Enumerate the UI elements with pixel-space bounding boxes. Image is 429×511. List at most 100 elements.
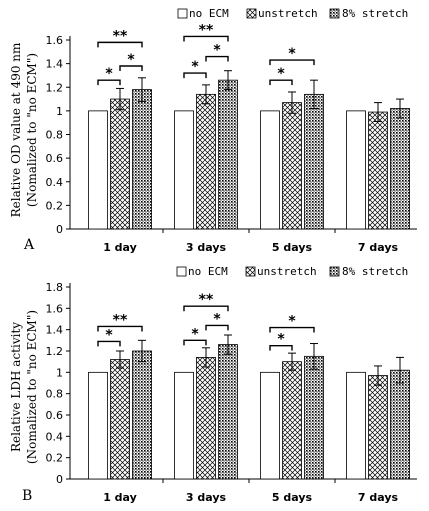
bar <box>390 108 410 230</box>
y-tick-label: 0.2 <box>46 199 64 212</box>
bar <box>304 355 324 480</box>
significance-bracket <box>269 79 293 86</box>
bar <box>88 371 108 480</box>
x-tick-label: 3 days <box>186 241 227 254</box>
bar <box>282 361 302 480</box>
legend: no ECM unstretch 8% stretch <box>177 7 408 20</box>
legend-swatch-8pct-stretch <box>329 266 340 277</box>
y-tick-label: 0.8 <box>46 388 64 401</box>
y-tick-label: 1 <box>56 366 63 379</box>
bar <box>110 359 130 480</box>
y-tick-label: 0 <box>56 223 63 236</box>
y-axis-label-line1: Relative LDH activity <box>9 322 23 452</box>
significance-label: * <box>288 46 296 62</box>
significance-label: * <box>191 59 199 75</box>
bar <box>196 93 216 230</box>
bar <box>174 110 194 230</box>
legend-swatch-unstretch <box>245 266 256 277</box>
significance-bracket <box>183 305 229 312</box>
bar <box>260 371 280 480</box>
chart-panel-a: no ECM unstretch 8% stretch Relative OD … <box>9 7 417 254</box>
significance-bracket <box>119 65 143 71</box>
bar <box>218 79 238 230</box>
legend-swatch-no-ecm <box>177 8 188 19</box>
significance-bracket <box>97 41 143 48</box>
bar <box>132 89 152 230</box>
significance-bracket <box>97 325 143 332</box>
significance-label: * <box>191 326 199 342</box>
significance-bracket <box>183 35 229 42</box>
bar <box>196 356 216 480</box>
significance-label: * <box>277 66 285 82</box>
bar <box>390 369 410 480</box>
significance-label: * <box>105 327 113 343</box>
legend-swatch-8pct-stretch <box>329 8 340 19</box>
y-tick-label: 0.4 <box>46 430 64 443</box>
significance-bracket <box>183 72 207 79</box>
significance-bracket <box>205 324 229 331</box>
significance-label: ** <box>199 292 214 308</box>
y-axis-label-line1: Relative OD value at 490 nm <box>9 42 23 217</box>
bar <box>132 350 152 480</box>
x-tick-label: 5 days <box>272 241 313 254</box>
y-tick-label: 1.4 <box>46 58 64 71</box>
legend-label-8pct-stretch: 8% stretch <box>342 7 408 20</box>
significance-label: * <box>105 66 113 82</box>
x-tick-label: 1 day <box>103 241 137 254</box>
y-tick-label: 1.6 <box>46 302 64 315</box>
legend-label-no-ecm: no ECM <box>189 7 229 20</box>
significance-label: * <box>127 52 135 68</box>
legend-swatch-no-ecm <box>176 266 187 277</box>
y-tick-label: 0 <box>56 473 63 486</box>
y-tick-label: 1.2 <box>46 345 64 358</box>
legend-label-unstretch: unstretch <box>258 7 318 20</box>
legend-label-unstretch: unstretch <box>257 265 317 278</box>
significance-label: ** <box>199 22 214 38</box>
significance-label: ** <box>113 312 128 328</box>
x-tick-label: 1 day <box>103 491 137 504</box>
chart-panel-b: no ECM unstretch 8% stretch Relative LDH… <box>9 265 417 504</box>
bar <box>346 110 366 230</box>
y-tick-label: 1.8 <box>46 281 64 294</box>
bar <box>260 110 280 230</box>
y-tick-label: 1 <box>56 105 63 118</box>
bar <box>346 371 366 480</box>
y-tick-label: 0.8 <box>46 129 64 142</box>
legend-label-8pct-stretch: 8% stretch <box>342 265 408 278</box>
significance-label: * <box>213 43 221 59</box>
bar <box>368 111 388 230</box>
panel-label: A <box>23 237 35 253</box>
y-tick-label: 0.2 <box>46 452 64 465</box>
legend-label-no-ecm: no ECM <box>188 265 228 278</box>
significance-bracket <box>183 339 207 346</box>
bar <box>282 102 302 230</box>
significance-bracket <box>205 55 229 62</box>
y-tick-label: 1.6 <box>46 34 64 47</box>
y-axis-label-line2: (Nomalized to "no ECM") <box>25 310 39 464</box>
y-tick-label: 0.6 <box>46 409 64 422</box>
x-tick-label: 5 days <box>272 491 313 504</box>
significance-bracket <box>269 344 293 351</box>
y-tick-label: 0.4 <box>46 176 64 189</box>
legend: no ECM unstretch 8% stretch <box>176 265 408 278</box>
y-tick-label: 0.6 <box>46 152 64 165</box>
legend-swatch-unstretch <box>246 8 257 19</box>
bar <box>304 93 324 230</box>
y-axis-label-line2: (Nomalized to "no ECM") <box>25 53 39 207</box>
y-tick-label: 1.4 <box>46 324 64 337</box>
y-tick-label: 1.2 <box>46 81 64 94</box>
bar <box>368 375 388 480</box>
x-tick-label: 7 days <box>358 241 399 254</box>
significance-label: * <box>288 314 296 330</box>
bar <box>88 110 108 230</box>
bar <box>218 344 238 480</box>
significance-label: ** <box>113 28 128 44</box>
significance-bracket <box>269 326 315 333</box>
panel-label: B <box>22 488 32 504</box>
bar <box>110 98 130 230</box>
significance-bracket <box>97 340 121 347</box>
x-tick-label: 7 days <box>358 491 399 504</box>
x-tick-label: 3 days <box>186 491 227 504</box>
bar <box>174 371 194 480</box>
